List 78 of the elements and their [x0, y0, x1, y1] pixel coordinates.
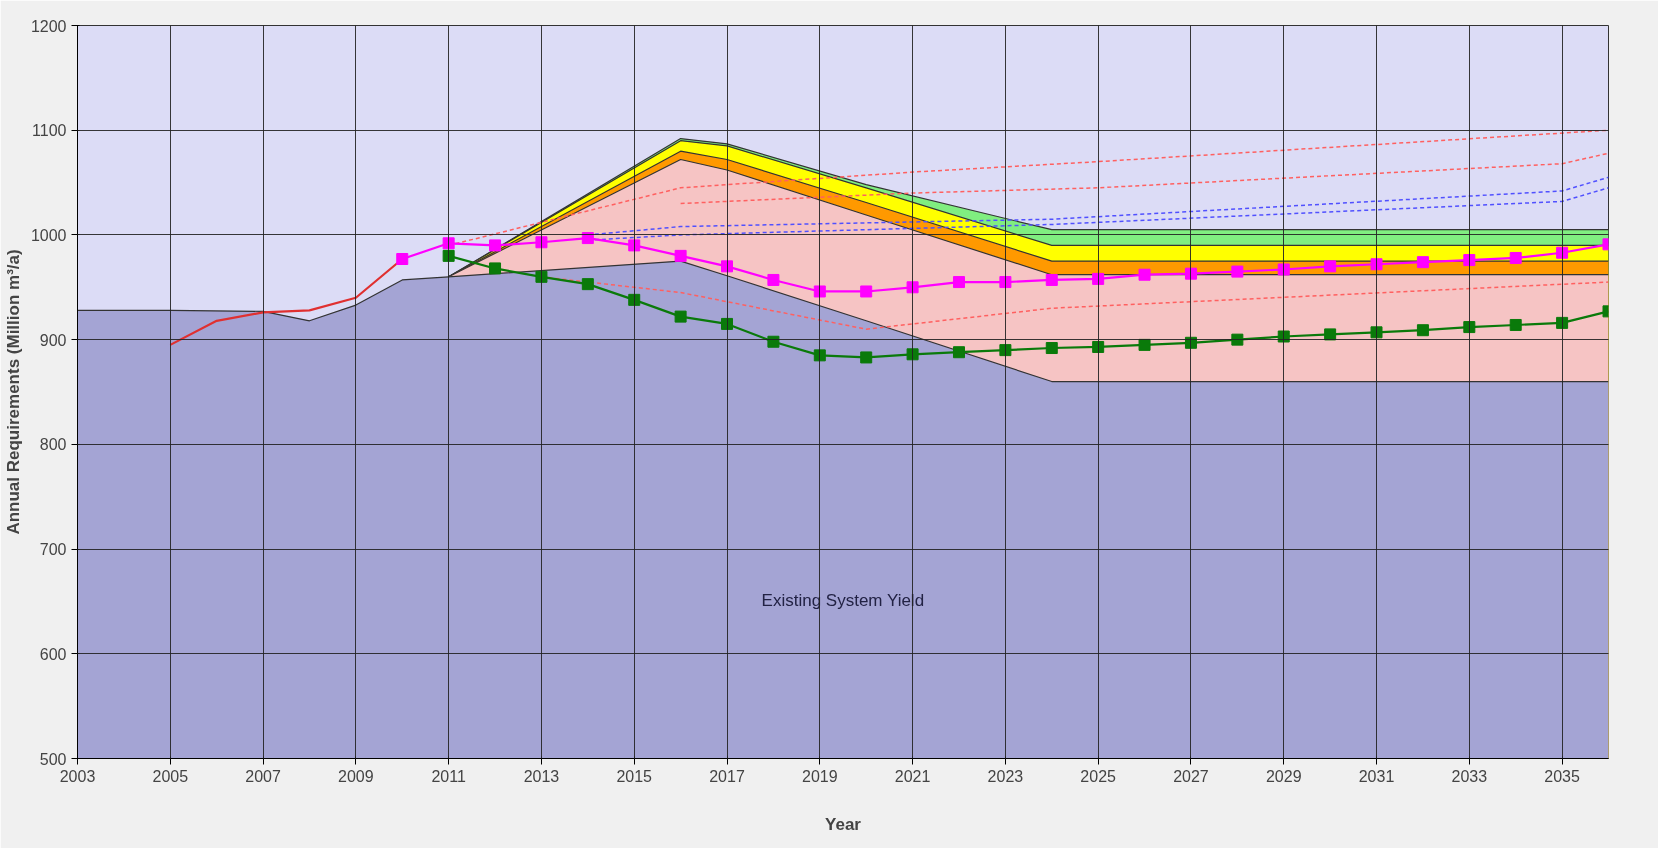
y-tick-label: 800 — [39, 436, 67, 454]
point — [767, 335, 780, 348]
point — [999, 276, 1012, 289]
point — [442, 249, 455, 262]
point — [581, 278, 594, 291]
x-tick-label: 2015 — [616, 767, 653, 785]
point — [1463, 321, 1476, 334]
point — [1416, 256, 1429, 269]
point — [535, 270, 548, 283]
point — [1092, 340, 1105, 353]
y-tick-label: 1200 — [30, 17, 67, 35]
point — [1370, 326, 1383, 339]
point — [721, 260, 734, 273]
x-tick-label: 2031 — [1358, 767, 1395, 785]
x-tick-label: 2005 — [152, 767, 189, 785]
y-tick-label: 500 — [39, 750, 67, 768]
point — [1556, 246, 1569, 259]
x-tick-label: 2013 — [523, 767, 560, 785]
x-tick-label: 2033 — [1451, 767, 1488, 785]
point — [396, 253, 409, 266]
line-series — [679, 152, 1609, 205]
point — [1509, 251, 1522, 264]
point — [1509, 318, 1522, 331]
x-tick-label: 2023 — [987, 767, 1024, 785]
point — [1092, 272, 1105, 285]
point — [1416, 324, 1429, 337]
point — [1370, 258, 1383, 271]
y-axis-title: Annual Requirements (Million m³/a) — [3, 249, 23, 535]
x-tick-label: 2003 — [59, 767, 96, 785]
x-tick-label: 2021 — [894, 767, 931, 785]
point — [1463, 254, 1476, 267]
point — [1184, 267, 1197, 280]
x-tick-label: 2029 — [1265, 767, 1302, 785]
point — [1045, 342, 1058, 355]
point — [535, 236, 548, 249]
point — [1138, 338, 1151, 351]
point — [1231, 333, 1244, 346]
x-axis-title: Year — [825, 814, 862, 834]
y-tick-label: 900 — [39, 331, 67, 349]
x-tick-label: 2027 — [1173, 767, 1209, 785]
x-tick-label: 2017 — [709, 767, 745, 785]
point — [952, 276, 965, 289]
y-tick-label: 1100 — [32, 122, 67, 140]
point — [1277, 330, 1290, 343]
point — [628, 293, 641, 306]
point — [999, 344, 1012, 357]
point — [860, 285, 873, 298]
x-tick-label: 2011 — [431, 767, 466, 785]
point — [767, 273, 780, 286]
point — [906, 281, 919, 294]
point — [952, 346, 965, 359]
point — [1231, 265, 1244, 278]
y-tick-label: 700 — [39, 541, 67, 559]
point — [628, 239, 641, 252]
x-tick-label: 2019 — [802, 767, 838, 785]
point — [1324, 328, 1337, 341]
point — [721, 317, 734, 330]
x-tick-label: 2035 — [1544, 767, 1580, 785]
point — [860, 351, 873, 364]
point — [442, 237, 455, 250]
point — [906, 348, 919, 361]
point — [1045, 273, 1058, 286]
point — [489, 262, 502, 275]
y-tick-label: 600 — [39, 645, 67, 663]
y-tick-label: 1000 — [30, 226, 67, 244]
point — [813, 349, 826, 362]
point — [1277, 263, 1290, 276]
point — [674, 249, 687, 262]
point — [813, 285, 826, 298]
point — [489, 239, 502, 252]
x-tick-label: 2009 — [338, 767, 374, 785]
point — [1138, 268, 1151, 281]
x-tick-label: 2025 — [1080, 767, 1117, 785]
point — [1324, 260, 1337, 273]
x-tick-label: 2007 — [245, 767, 281, 785]
point — [674, 310, 687, 323]
point — [581, 232, 594, 245]
point — [1556, 316, 1569, 329]
